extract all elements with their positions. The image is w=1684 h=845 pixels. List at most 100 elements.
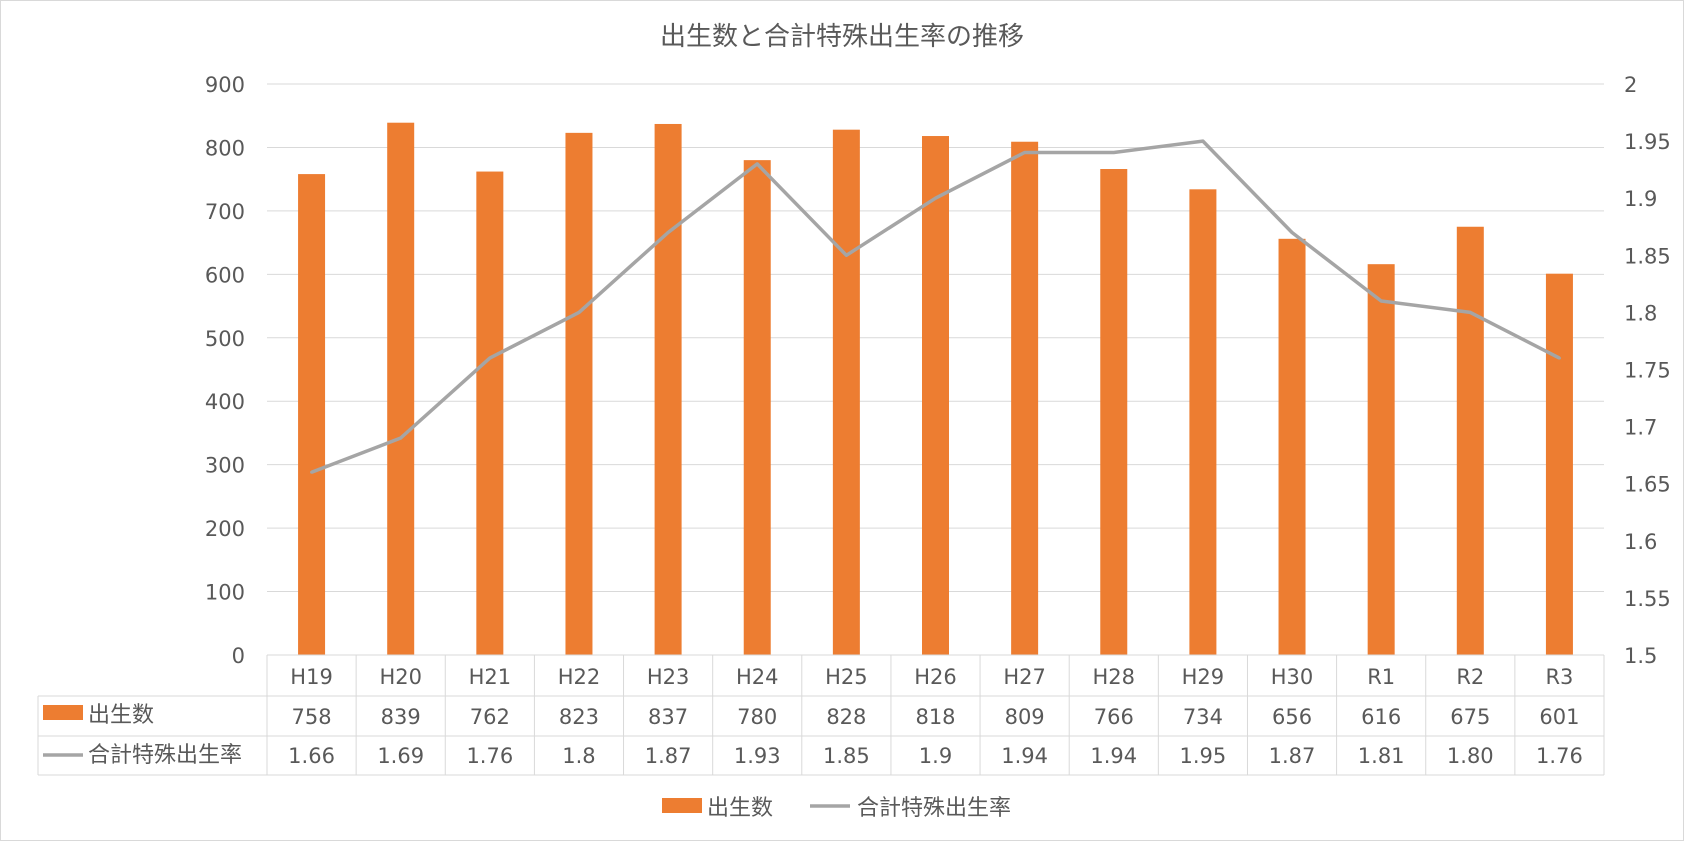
bar	[1189, 189, 1217, 655]
bar	[1100, 169, 1128, 655]
bar	[832, 129, 860, 655]
y-left-tick-label: 700	[205, 200, 245, 224]
y-right-tick-label: 1.65	[1624, 473, 1671, 497]
bar-value-label: 601	[1539, 705, 1579, 729]
x-category-label: H27	[1003, 665, 1046, 689]
bar	[922, 136, 949, 656]
line-value-label: 1.69	[377, 744, 424, 768]
bar	[1456, 226, 1484, 655]
line-value-label: 1.95	[1180, 744, 1227, 768]
y-left-tick-label: 100	[205, 581, 245, 605]
y-right-tick-label: 1.9	[1624, 187, 1657, 211]
axes: 0 100 200 300 400 500 600 700 800 900 1.5 1.55 1.6 1.…	[205, 73, 1671, 668]
bar	[1367, 264, 1395, 655]
y-left-tick-label: 800	[205, 136, 245, 160]
line-value-label: 1.76	[1536, 744, 1583, 768]
y-right-tick-label: 1.75	[1624, 359, 1671, 383]
bar	[387, 122, 415, 655]
line-point	[488, 356, 492, 360]
line-value-label: 1.76	[466, 744, 513, 768]
line-value-label: 1.81	[1358, 744, 1405, 768]
table-key-bar-swatch	[43, 705, 83, 720]
x-category-label: H19	[290, 665, 333, 689]
legend-line-label: 合計特殊出生率	[857, 796, 1011, 821]
line-value-label: 1.9	[919, 744, 952, 768]
legend-bar-label: 出生数	[707, 796, 773, 821]
y-right-tick-label: 2	[1624, 73, 1637, 97]
line-point	[755, 162, 759, 166]
y-right-tick-label: 1.7	[1624, 416, 1657, 440]
line-point	[1112, 151, 1116, 155]
y-right-tick-label: 1.95	[1624, 130, 1671, 154]
bar-value-label: 616	[1361, 705, 1401, 729]
y-right-tick-label: 1.6	[1624, 530, 1657, 554]
bar-value-label: 828	[826, 705, 866, 729]
line-value-label: 1.94	[1001, 744, 1048, 768]
line-value-label: 1.87	[1269, 744, 1316, 768]
y-left-tick-label: 0	[232, 644, 245, 668]
legend: 出生数 合計特殊出生率	[662, 796, 1011, 821]
y-right-tick-label: 1.5	[1624, 644, 1657, 668]
x-category-label: H25	[825, 665, 868, 689]
data-table: H19 H20 H21 H22 H23 H24 H25 H26 H27 H28 H29 H30 R1 R2…	[37, 654, 1605, 776]
y-left-tick-label: 400	[205, 390, 245, 414]
bar	[298, 174, 326, 655]
line-value-label: 1.94	[1090, 744, 1137, 768]
y-left-tick-label: 300	[205, 454, 245, 478]
line-point	[1379, 299, 1383, 303]
bar	[654, 123, 682, 656]
bar-value-label: 780	[737, 705, 777, 729]
bar	[743, 160, 771, 655]
line-point	[310, 470, 314, 474]
line-point	[934, 196, 937, 200]
line-value-label: 1.85	[823, 744, 870, 768]
line-point	[399, 436, 403, 440]
bar-value-label: 839	[381, 705, 421, 729]
line-value-label: 1.80	[1447, 744, 1494, 768]
bar-value-label: 762	[470, 705, 510, 729]
table-row-header-line: 合計特殊出生率	[88, 743, 242, 768]
line-series	[310, 139, 1561, 474]
line-point	[1557, 356, 1561, 360]
x-category-label: H29	[1182, 665, 1225, 689]
line-point	[844, 253, 848, 257]
bar	[565, 132, 593, 655]
x-category-label: H20	[379, 665, 422, 689]
x-category-label: H30	[1271, 665, 1314, 689]
y-right-tick-label: 1.8	[1624, 301, 1657, 325]
x-category-label: H28	[1093, 665, 1136, 689]
x-category-label: R1	[1367, 665, 1395, 689]
x-category-label: R3	[1545, 665, 1573, 689]
line-point	[1468, 310, 1472, 314]
bar-value-label: 837	[648, 705, 688, 729]
y-right-tick-label: 1.55	[1624, 587, 1671, 611]
y-left-tick-label: 500	[205, 327, 245, 351]
y-left-tick-label: 900	[205, 73, 245, 97]
bar-value-label: 758	[292, 705, 332, 729]
x-category-label: H21	[469, 665, 512, 689]
bar	[1545, 273, 1573, 655]
x-category-label: H23	[647, 665, 690, 689]
table-row-header-bar: 出生数	[88, 703, 154, 728]
bar	[1278, 238, 1306, 655]
bar-value-label: 734	[1183, 705, 1223, 729]
line-value-label: 1.8	[562, 744, 595, 768]
bar-value-label: 809	[1005, 705, 1045, 729]
x-category-label: R2	[1456, 665, 1484, 689]
line-point	[666, 230, 670, 234]
bar-value-label: 656	[1272, 705, 1312, 729]
bar-value-label: 675	[1450, 705, 1490, 729]
chart-title: 出生数と合計特殊出生率の推移	[660, 22, 1024, 52]
bar	[1011, 141, 1039, 656]
line-value-label: 1.87	[645, 744, 692, 768]
bar-value-label: 818	[915, 705, 955, 729]
bar	[476, 171, 504, 655]
bar-series	[298, 122, 1573, 656]
legend-bar-swatch	[662, 798, 702, 813]
line-point	[1290, 230, 1294, 234]
bar-value-label: 766	[1094, 705, 1134, 729]
line-point	[1023, 151, 1027, 155]
line-value-label: 1.93	[734, 744, 781, 768]
